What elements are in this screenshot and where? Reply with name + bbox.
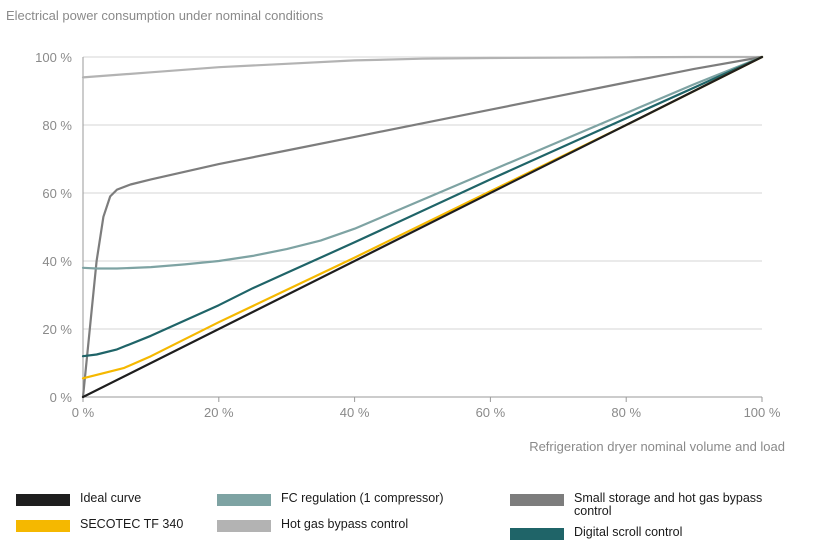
y-tick-label: 0 % (50, 390, 73, 405)
y-tick-label: 40 % (42, 254, 72, 269)
series-line-fc-regulation-1-compressor (81, 55, 764, 270)
x-tick-label: 20 % (204, 405, 234, 420)
y-tick-label: 60 % (42, 186, 72, 201)
chart-title: Electrical power consumption under nomin… (6, 8, 324, 23)
legend-item-fc-regulation: FC regulation (1 compressor) (217, 492, 444, 506)
x-tick-label: 100 % (744, 405, 781, 420)
series-line-hot-gas-bypass-control (81, 55, 764, 79)
legend-swatch-digital-scroll (510, 528, 564, 540)
legend-item-digital-scroll: Digital scroll control (510, 526, 682, 540)
series-line-ideal-curve (81, 55, 764, 399)
legend: Ideal curve SECOTEC TF 340 FC regulation… (0, 488, 818, 548)
series-line-secotec-tf-340 (81, 55, 764, 380)
legend-item-small-storage: Small storage and hot gas bypass control (510, 492, 774, 518)
x-tick-label: 80 % (611, 405, 641, 420)
series-line-digital-scroll-control (81, 55, 764, 358)
legend-label-secotec: SECOTEC TF 340 (80, 517, 184, 531)
legend-swatch-hot-gas-bypass (217, 520, 271, 532)
legend-item-hot-gas-bypass: Hot gas bypass control (217, 518, 408, 532)
legend-item-ideal-curve: Ideal curve (16, 492, 141, 506)
legend-label-digital-scroll: Digital scroll control (574, 525, 683, 539)
x-tick-label: 40 % (340, 405, 370, 420)
x-axis-label: Refrigeration dryer nominal volume and l… (529, 439, 785, 454)
series-line-small-storage-and-hot-gas-bypass-control (81, 55, 764, 399)
grid-lines (83, 56, 762, 330)
y-tick-label: 80 % (42, 118, 72, 133)
legend-label-hot-gas-bypass: Hot gas bypass control (281, 517, 409, 531)
legend-label-ideal-curve: Ideal curve (80, 491, 142, 505)
series-lines (81, 55, 764, 399)
y-tick-label: 20 % (42, 322, 72, 337)
legend-label-fc-regulation: FC regulation (1 compressor) (281, 491, 444, 505)
x-tick-label: 0 % (72, 405, 95, 420)
legend-swatch-ideal-curve (16, 494, 70, 506)
legend-swatch-small-storage (510, 494, 564, 506)
y-tick-label: 100 % (35, 50, 72, 65)
legend-swatch-secotec (16, 520, 70, 532)
x-tick-label: 60 % (476, 405, 506, 420)
legend-item-secotec: SECOTEC TF 340 (16, 518, 183, 532)
tick-labels: 0 % 20 % 40 % 60 % 80 % 100 % 0 % 20 % 40 % 60 % 8… (35, 50, 781, 420)
legend-swatch-fc-regulation (217, 494, 271, 506)
legend-label-small-storage: Small storage and hot gas bypass control (574, 491, 763, 518)
